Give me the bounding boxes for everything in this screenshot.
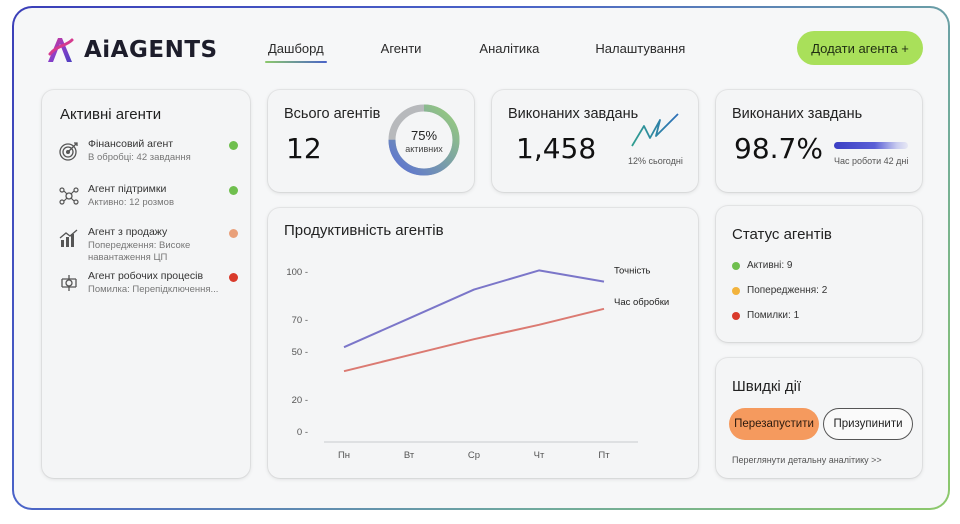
productivity-chart-card: Продуктивність агентів 0 - 20 - 50 - 70 - 10… [268,208,698,478]
series-label: Точність [614,266,651,277]
status-row-warnings: Попередження: 2 [732,285,827,296]
status-dot-green [732,261,740,270]
agent-status-text: В обробці: 42 завдання [88,152,191,163]
brand-logo[interactable]: AiAGENTS [42,32,218,68]
status-row-errors: Помилки: 1 [732,310,799,321]
uptime-progress-bar [834,142,908,149]
donut-caption: активних [405,144,443,154]
status-dot-yellow [732,286,740,295]
agent-status-text: Помилка: Перепідключення... [88,284,219,295]
active-agents-card: Активні агенти Фінансовий агент В обробц… [42,90,250,478]
y-tick-label: 50 - [292,347,308,358]
completed-tasks-label: Виконаних завдань [508,106,639,122]
agent-status-text: Попередження: Високе навантаження ЦП [88,240,191,263]
agent-name: Агент робочих процесів [88,270,204,282]
agent-status-dot [229,273,238,282]
uptime-label: Виконаних завдань [732,106,863,122]
x-tick-label: Вт [404,450,415,461]
agent-name: Фінансовий агент [88,138,174,150]
support-network-icon [59,187,79,205]
active-agents-title: Активні агенти [60,106,162,123]
x-tick-label: Ср [468,450,480,461]
quick-actions-card: Швидкі дії Перезапустити Призупинити Пер… [716,358,922,478]
completed-tasks-card: Виконаних завдань 1,458 12% сьогодні [492,90,698,192]
sales-chart-icon [59,229,78,247]
uptime-value: 98.7% [734,132,823,165]
nav-settings[interactable]: Налаштування [595,41,686,56]
y-tick-label: 100 - [286,267,308,278]
agent-status-text: Активно: 12 розмов [88,197,174,208]
brand-name: AiAGENTS [84,37,218,63]
logo-icon [48,38,74,62]
trend-sparkline-icon [631,113,679,147]
uptime-card: Виконаних завдань 98.7% Час роботи 42 дн… [716,90,922,192]
quick-actions-title: Швидкі дії [732,378,802,395]
workflow-icon [61,275,77,291]
target-icon [59,142,78,161]
status-label: Активні: 9 [747,260,793,271]
detailed-analytics-link[interactable]: Переглянути детальну аналітику >> [732,455,882,465]
x-tick-label: Пн [338,450,350,461]
add-agent-button[interactable]: Додати агента + [797,31,923,65]
status-label: Помилки: 1 [747,310,800,321]
series-label: Час обробки [614,297,669,308]
donut-active-arc [388,104,460,176]
restart-button[interactable]: Перезапустити [729,408,819,440]
total-agents-value: 12 [286,132,322,165]
y-tick-label: 70 - [292,315,308,326]
x-tick-label: Пт [598,450,610,461]
agent-status-dot [229,141,238,150]
status-dot-red [732,311,740,320]
agent-name: Агент з продажу [88,226,168,238]
x-tick-label: Чт [534,450,545,461]
pause-button[interactable]: Призупинити [823,408,913,440]
y-tick-label: 0 - [297,427,308,438]
active-donut [388,104,460,176]
dashboard-frame: AiAGENTS Дашборд Агенти Аналітика Налашт… [12,6,950,510]
agent-status-dot [229,186,238,195]
series-line-accuracy [343,269,605,349]
chart-title: Продуктивність агентів [284,222,444,239]
nav-analytics[interactable]: Аналітика [479,41,540,56]
donut-percent: 75% [410,128,438,143]
productivity-chart: 0 - 20 - 50 - 70 - 100 - Пн Вт Ср Чт Пт Точність Ча… [286,266,669,461]
completed-tasks-caption: 12% сьогодні [628,156,683,166]
agent-name: Агент підтримки [88,183,167,195]
nav-agents[interactable]: Агенти [380,41,422,56]
nav-dashboard[interactable]: Дашборд [265,41,327,63]
completed-tasks-value: 1,458 [516,132,597,165]
total-agents-label: Всього агентів [284,106,381,122]
status-title: Статус агентів [732,226,832,243]
status-label: Попередження: 2 [747,285,828,296]
agent-status-dot [229,229,238,238]
total-agents-card: Всього агентів 12 75% активних [268,90,474,192]
main-nav: Дашборд Агенти Аналітика Налаштування [265,41,686,63]
series-line-processing-time [343,307,605,373]
y-tick-label: 20 - [292,395,308,406]
dashboard: AiAGENTS Дашборд Агенти Аналітика Налашт… [14,8,948,508]
agent-status-card: Статус агентів Активні: 9 Попередження: … [716,206,922,342]
status-row-active: Активні: 9 [732,260,793,271]
uptime-caption: Час роботи 42 дні [834,156,909,166]
